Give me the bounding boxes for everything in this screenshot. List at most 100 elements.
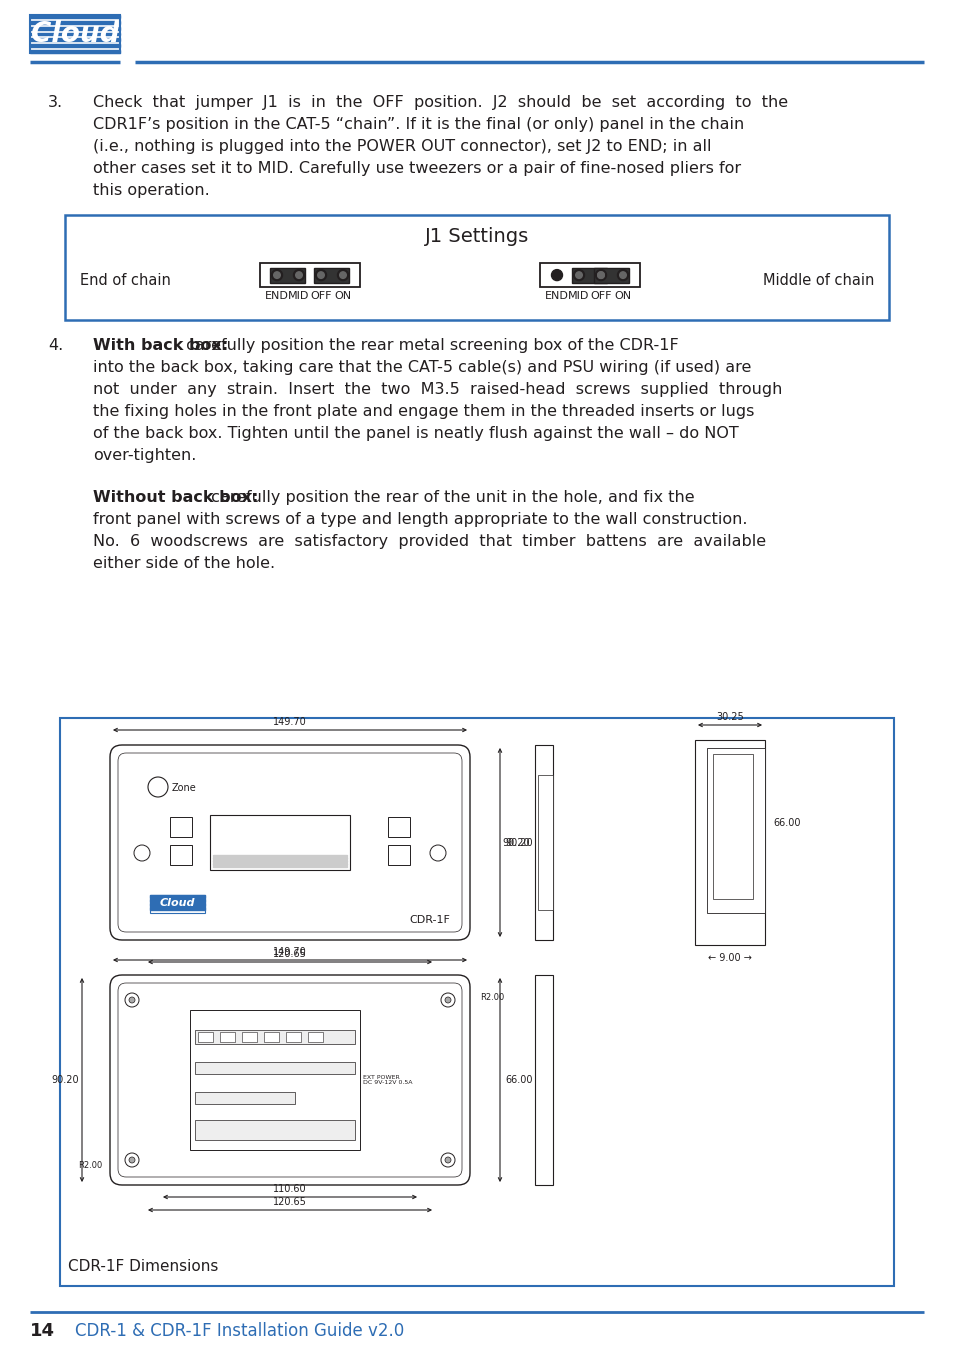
Text: of the back box. Tighten until the panel is neatly flush against the wall – do N: of the back box. Tighten until the panel… xyxy=(92,427,738,441)
Text: Level: Level xyxy=(263,844,296,856)
Bar xyxy=(388,845,410,865)
Text: this operation.: this operation. xyxy=(92,183,210,198)
Text: MID: MID xyxy=(288,291,310,301)
Bar xyxy=(30,32,120,35)
Bar xyxy=(30,15,120,53)
FancyBboxPatch shape xyxy=(110,745,470,940)
Circle shape xyxy=(440,1154,455,1167)
Text: End of chain: End of chain xyxy=(80,272,171,287)
Circle shape xyxy=(294,271,303,279)
Text: 4.: 4. xyxy=(48,338,63,353)
Text: 120.65: 120.65 xyxy=(273,1197,307,1206)
Bar xyxy=(535,745,553,940)
Bar xyxy=(194,1030,355,1044)
Circle shape xyxy=(597,271,604,279)
Text: Cloud: Cloud xyxy=(30,20,119,47)
Text: R2.00: R2.00 xyxy=(77,1160,102,1170)
Bar xyxy=(150,895,205,913)
Bar xyxy=(30,20,120,24)
Text: END: END xyxy=(265,291,289,301)
Circle shape xyxy=(617,269,628,280)
Bar xyxy=(150,899,205,902)
Bar xyxy=(150,903,205,906)
Text: OFF: OFF xyxy=(310,291,332,301)
Text: CDR-1F Dimensions: CDR-1F Dimensions xyxy=(68,1259,218,1274)
Text: Cloud: Cloud xyxy=(159,898,194,909)
Circle shape xyxy=(575,271,582,279)
Bar xyxy=(388,816,410,837)
Text: 90.20: 90.20 xyxy=(51,1075,79,1085)
Circle shape xyxy=(337,269,348,280)
Circle shape xyxy=(125,992,139,1007)
Text: Media Server: Media Server xyxy=(238,829,321,842)
Text: ← 9.00 →: ← 9.00 → xyxy=(707,953,751,963)
Circle shape xyxy=(573,269,584,280)
Bar xyxy=(539,263,639,287)
Bar xyxy=(271,268,305,283)
Text: CDR-1 & CDR-1F Installation Guide v2.0: CDR-1 & CDR-1F Installation Guide v2.0 xyxy=(75,1322,404,1340)
Bar xyxy=(60,718,893,1286)
Bar xyxy=(198,1032,213,1043)
Text: over-tighten.: over-tighten. xyxy=(92,448,196,463)
Circle shape xyxy=(272,269,282,280)
Circle shape xyxy=(294,269,304,280)
Text: either side of the hole.: either side of the hole. xyxy=(92,556,274,571)
Circle shape xyxy=(315,269,326,280)
Text: the fixing holes in the front plate and engage them in the threaded inserts or l: the fixing holes in the front plate and … xyxy=(92,403,754,418)
Circle shape xyxy=(444,997,451,1003)
Bar xyxy=(220,1032,234,1043)
Text: other cases set it to MID. Carefully use tweezers or a pair of fine-nosed pliers: other cases set it to MID. Carefully use… xyxy=(92,161,740,176)
Bar xyxy=(30,15,120,18)
Text: Zone: Zone xyxy=(172,783,196,793)
Bar xyxy=(308,1032,323,1043)
Bar xyxy=(30,27,120,30)
Circle shape xyxy=(551,269,562,280)
Text: EXT POWER
DC 9V-12V 0.5A: EXT POWER DC 9V-12V 0.5A xyxy=(363,1075,412,1086)
Bar xyxy=(706,747,764,913)
Text: 30.25: 30.25 xyxy=(716,712,743,722)
Text: 149.70: 149.70 xyxy=(273,946,307,957)
Text: POWER OUT: POWER OUT xyxy=(194,1018,241,1026)
Text: front panel with screws of a type and length appropriate to the wall constructio: front panel with screws of a type and le… xyxy=(92,512,747,527)
Circle shape xyxy=(148,777,168,798)
Text: POWER IN: POWER IN xyxy=(194,1082,233,1091)
Bar xyxy=(194,1091,294,1104)
Circle shape xyxy=(316,271,325,279)
Bar xyxy=(286,1032,301,1043)
Text: CDR1F’s position in the CAT-5 “chain”. If it is the final (or only) panel in the: CDR1F’s position in the CAT-5 “chain”. I… xyxy=(92,116,743,131)
Text: not  under  any  strain.  Insert  the  two  M3.5  raised-head  screws  supplied : not under any strain. Insert the two M3.… xyxy=(92,382,781,397)
Bar xyxy=(712,754,752,899)
Bar xyxy=(170,816,192,837)
Text: 66.00: 66.00 xyxy=(504,1075,532,1085)
FancyBboxPatch shape xyxy=(110,975,470,1185)
Bar xyxy=(314,268,349,283)
Bar xyxy=(695,741,764,945)
FancyBboxPatch shape xyxy=(118,753,461,932)
Bar xyxy=(572,268,607,283)
Circle shape xyxy=(595,269,606,280)
Text: MID: MID xyxy=(568,291,589,301)
Bar xyxy=(210,815,350,871)
Circle shape xyxy=(129,997,135,1003)
Bar xyxy=(260,263,359,287)
Circle shape xyxy=(597,271,604,279)
Circle shape xyxy=(273,271,281,279)
Text: 66.00: 66.00 xyxy=(772,818,800,827)
Text: 110.60: 110.60 xyxy=(273,1183,307,1194)
Circle shape xyxy=(133,845,150,861)
Bar xyxy=(537,774,553,910)
Text: END: END xyxy=(544,291,568,301)
Bar xyxy=(65,215,888,320)
Bar xyxy=(194,1120,355,1140)
Text: carefully position the rear of the unit in the hole, and fix the: carefully position the rear of the unit … xyxy=(206,490,694,505)
Text: 120.65: 120.65 xyxy=(273,949,307,959)
Text: 14: 14 xyxy=(30,1322,55,1340)
Text: 149.70: 149.70 xyxy=(273,718,307,727)
Text: CDR-1 BUS: CDR-1 BUS xyxy=(194,1052,236,1062)
Bar xyxy=(242,1032,256,1043)
Text: 3.: 3. xyxy=(48,95,63,110)
Text: CDR-1F: CDR-1F xyxy=(409,915,450,925)
Bar xyxy=(535,975,553,1185)
Bar xyxy=(30,45,120,47)
Bar xyxy=(264,1032,278,1043)
